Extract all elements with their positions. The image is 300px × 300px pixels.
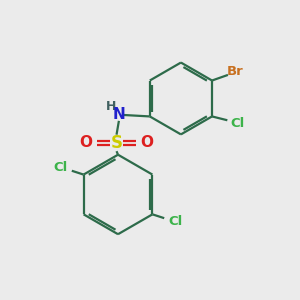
Text: O: O xyxy=(140,135,153,150)
Text: S: S xyxy=(110,134,122,152)
Text: Cl: Cl xyxy=(168,215,182,228)
Text: H: H xyxy=(106,100,116,113)
Text: Br: Br xyxy=(226,65,243,78)
Text: Cl: Cl xyxy=(54,161,68,174)
Text: Cl: Cl xyxy=(230,117,245,130)
Text: N: N xyxy=(112,107,125,122)
Text: O: O xyxy=(80,135,93,150)
